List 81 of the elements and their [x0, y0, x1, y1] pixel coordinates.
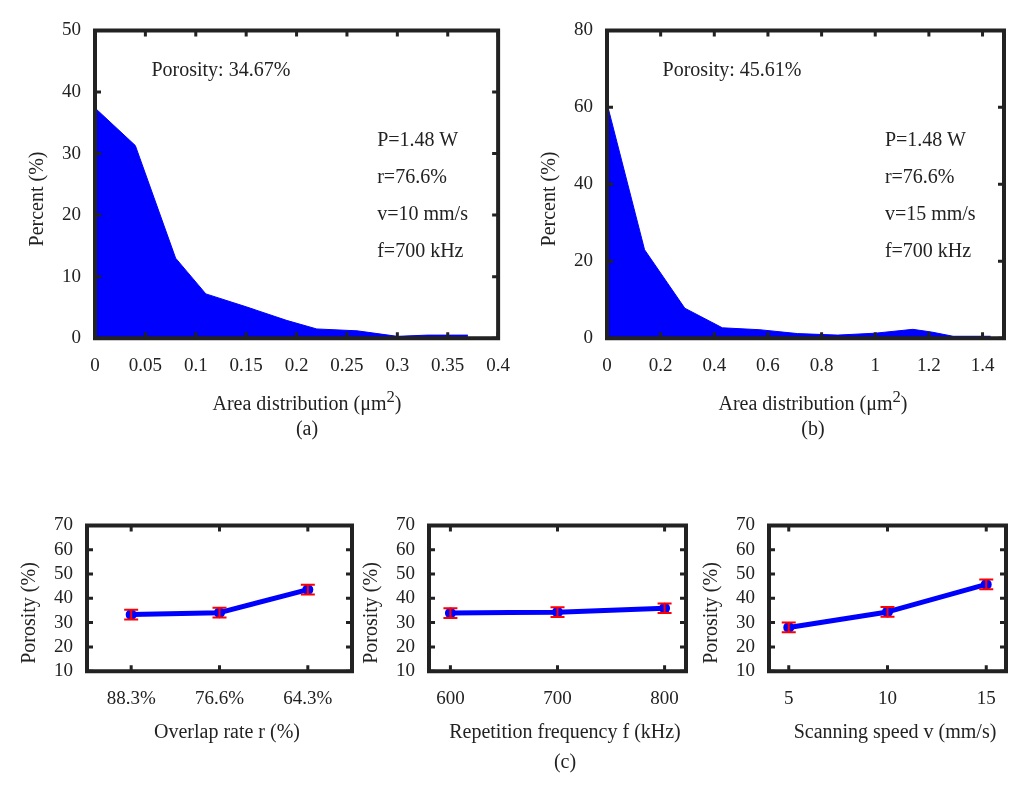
y-tick-label: 50 — [54, 561, 73, 583]
x-tick-label: 76.6% — [194, 686, 245, 708]
annotation: r=76.6% — [377, 165, 447, 188]
y-tick-label: 40 — [62, 79, 81, 101]
text: (a) — [295, 417, 319, 440]
y-tick-label: 20 — [54, 634, 73, 656]
annotation: P=1.48 W — [377, 128, 459, 151]
x-tick-label: 0.35 — [431, 353, 465, 375]
y-axis-title: Percent (%) — [536, 151, 560, 247]
x-tick-label: 5 — [784, 686, 794, 708]
y-tick-label: 10 — [396, 659, 415, 681]
x-tick-label: 0.6 — [756, 353, 780, 375]
x-tick-label: 0.25 — [330, 353, 364, 375]
x-tick-label: 700 — [543, 686, 572, 708]
y-tick-label: 70 — [736, 513, 755, 535]
y-tick-label: 20 — [736, 634, 755, 656]
y-tick-label: 40 — [736, 586, 755, 608]
text: (b) — [801, 417, 825, 440]
x-tick-label: 0 — [90, 353, 100, 375]
x-axis-title: Scanning speed v (mm/s) — [793, 720, 997, 743]
x-tick-label: 10 — [878, 686, 897, 708]
x-tick-label: 88.3% — [106, 686, 156, 708]
x-tick-label: 64.3% — [283, 686, 333, 708]
y-tick-label: 0 — [583, 326, 593, 348]
y-tick-label: 60 — [736, 537, 755, 559]
annotation: Porosity: 34.67% — [151, 57, 291, 81]
x-tick-label: 1 — [870, 353, 880, 375]
annotation: f=700 kHz — [884, 239, 972, 262]
x-tick-label: 0.05 — [128, 353, 163, 375]
x-tick-label: 1.4 — [970, 353, 995, 375]
x-tick-label: 0.8 — [809, 353, 834, 375]
y-tick-label: 50 — [736, 561, 755, 583]
x-tick-label: 0.2 — [648, 353, 673, 375]
x-tick-label: 15 — [976, 686, 996, 708]
y-axis-title: Porosity (%) — [358, 562, 382, 664]
y-tick-label: 60 — [396, 537, 415, 559]
y-tick-label: 50 — [62, 18, 81, 40]
y-tick-label: 40 — [396, 586, 415, 608]
x-tick-label: 0.3 — [385, 353, 410, 375]
y-axis-title: Porosity (%) — [698, 562, 722, 664]
x-tick-label: 0.15 — [229, 353, 263, 375]
y-axis-title: Porosity (%) — [16, 562, 40, 664]
y-tick-label: 50 — [396, 561, 415, 583]
y-tick-label: 10 — [54, 659, 73, 681]
y-tick-label: 10 — [736, 659, 755, 681]
annotation: P=1.48 W — [884, 128, 966, 151]
x-axis-title: Area distribution (μm$^{2}$) — [212, 387, 402, 415]
x-axis-title: Repetition frequency f (kHz) — [449, 720, 681, 743]
x-tick-label: 0 — [602, 353, 612, 375]
annotation: v=15 mm/s — [884, 202, 976, 225]
text: (c) — [553, 750, 577, 773]
y-tick-label: 30 — [54, 610, 73, 632]
y-tick-label: 0 — [71, 326, 81, 348]
annotation: f=700 kHz — [377, 239, 464, 262]
x-tick-label: 0.2 — [284, 353, 309, 375]
y-tick-label: 60 — [574, 95, 593, 117]
x-tick-label: 800 — [650, 686, 679, 708]
y-tick-label: 40 — [574, 172, 593, 194]
y-tick-label: 60 — [54, 537, 73, 559]
y-tick-label: 70 — [396, 513, 415, 535]
x-tick-label: 0.4 — [486, 353, 511, 375]
annotation: r=76.6% — [884, 165, 955, 188]
y-axis-title: Percent (%) — [24, 151, 48, 247]
x-axis-title: Area distribution (μm$^{2}$) — [718, 387, 908, 415]
x-tick-label: 1.2 — [917, 353, 941, 375]
y-tick-label: 30 — [396, 610, 415, 632]
y-tick-label: 80 — [574, 18, 593, 40]
y-tick-label: 20 — [62, 203, 81, 225]
x-tick-label: 0.1 — [183, 353, 208, 375]
annotation: Porosity: 45.61% — [662, 57, 802, 81]
x-axis-title: Overlap rate r (%) — [153, 720, 301, 743]
y-tick-label: 70 — [54, 513, 73, 535]
x-tick-label: 0.4 — [702, 353, 727, 375]
y-tick-label: 30 — [62, 141, 81, 163]
y-tick-label: 20 — [396, 634, 415, 656]
x-tick-label: 600 — [436, 686, 465, 708]
y-tick-label: 10 — [62, 264, 81, 286]
y-tick-label: 30 — [736, 610, 755, 632]
annotation: v=10 mm/s — [377, 202, 469, 225]
y-tick-label: 40 — [54, 586, 73, 608]
y-tick-label: 20 — [574, 249, 593, 271]
